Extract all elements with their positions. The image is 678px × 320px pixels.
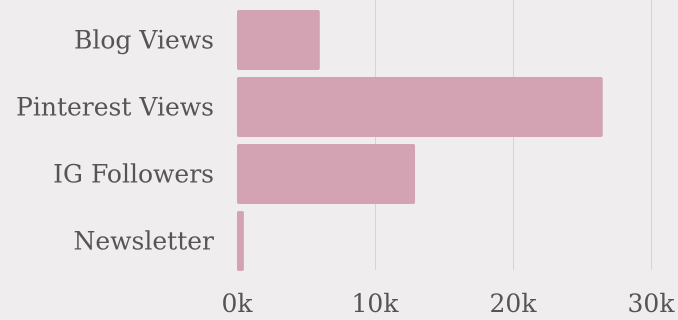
- bar-newsletter: [237, 211, 244, 271]
- bar-pinterest-views: [237, 77, 603, 137]
- category-label-newsletter: Newsletter: [73, 227, 214, 256]
- bar-blog-views: [237, 10, 320, 70]
- x-tick-label-0k: 0k: [221, 289, 253, 318]
- x-tick-label-20k: 20k: [490, 289, 538, 318]
- category-labels: Blog Views Pinterest Views IG Followers New…: [16, 26, 214, 256]
- category-label-blog-views: Blog Views: [74, 26, 214, 55]
- bars: [237, 10, 603, 271]
- category-label-ig-followers: IG Followers: [53, 160, 214, 189]
- bar-ig-followers: [237, 144, 416, 204]
- x-tick-label-10k: 10k: [352, 289, 400, 318]
- x-tick-label-30k: 30k: [628, 289, 676, 318]
- x-axis-tick-labels: 0k 10k 20k 30k: [221, 289, 675, 318]
- category-label-pinterest-views: Pinterest Views: [16, 93, 214, 122]
